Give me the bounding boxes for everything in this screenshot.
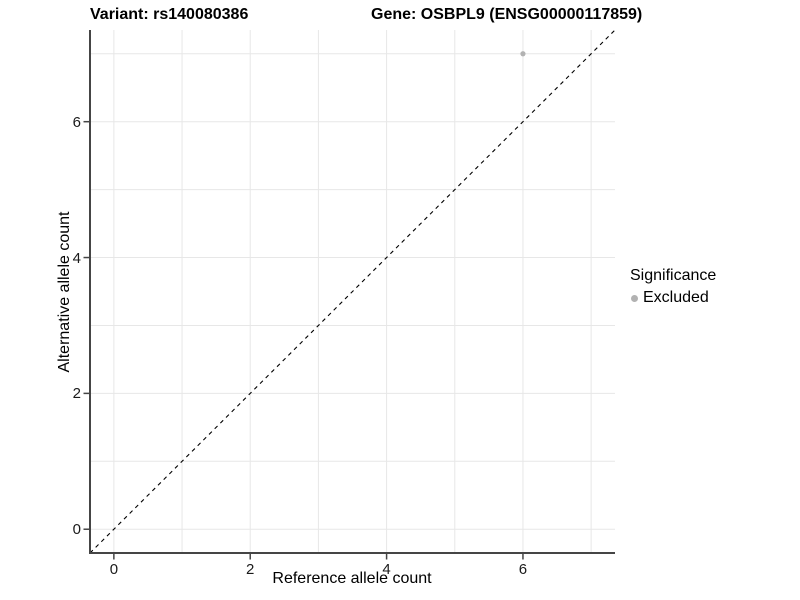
x-tick-label: 0 bbox=[109, 561, 119, 578]
legend-title: Significance bbox=[630, 267, 717, 284]
legend-item-excluded: Excluded bbox=[631, 289, 716, 307]
gene-title: Gene: OSBPL9 (ENSG00000117859) bbox=[371, 6, 643, 23]
y-tick-label: 4 bbox=[72, 249, 81, 267]
legend: Significance Excluded bbox=[630, 267, 716, 307]
y-tick-label: 0 bbox=[72, 521, 81, 539]
y-tick-label: 2 bbox=[72, 385, 81, 403]
legend-marker-excluded-icon bbox=[631, 294, 638, 302]
x-tick-label: 4 bbox=[382, 561, 391, 578]
y-tick-label: 6 bbox=[72, 113, 81, 131]
x-axis-title: Reference allele count bbox=[272, 570, 432, 587]
variant-title: Variant: rs140080386 bbox=[90, 6, 249, 23]
y-axis-title: Alternative allele count bbox=[56, 211, 73, 373]
identity-dashed-line bbox=[89, 29, 616, 554]
x-tick-label: 6 bbox=[518, 561, 528, 578]
x-tick-label: 2 bbox=[246, 561, 255, 578]
data-point bbox=[520, 51, 526, 57]
legend-item-label: Excluded bbox=[643, 289, 709, 306]
